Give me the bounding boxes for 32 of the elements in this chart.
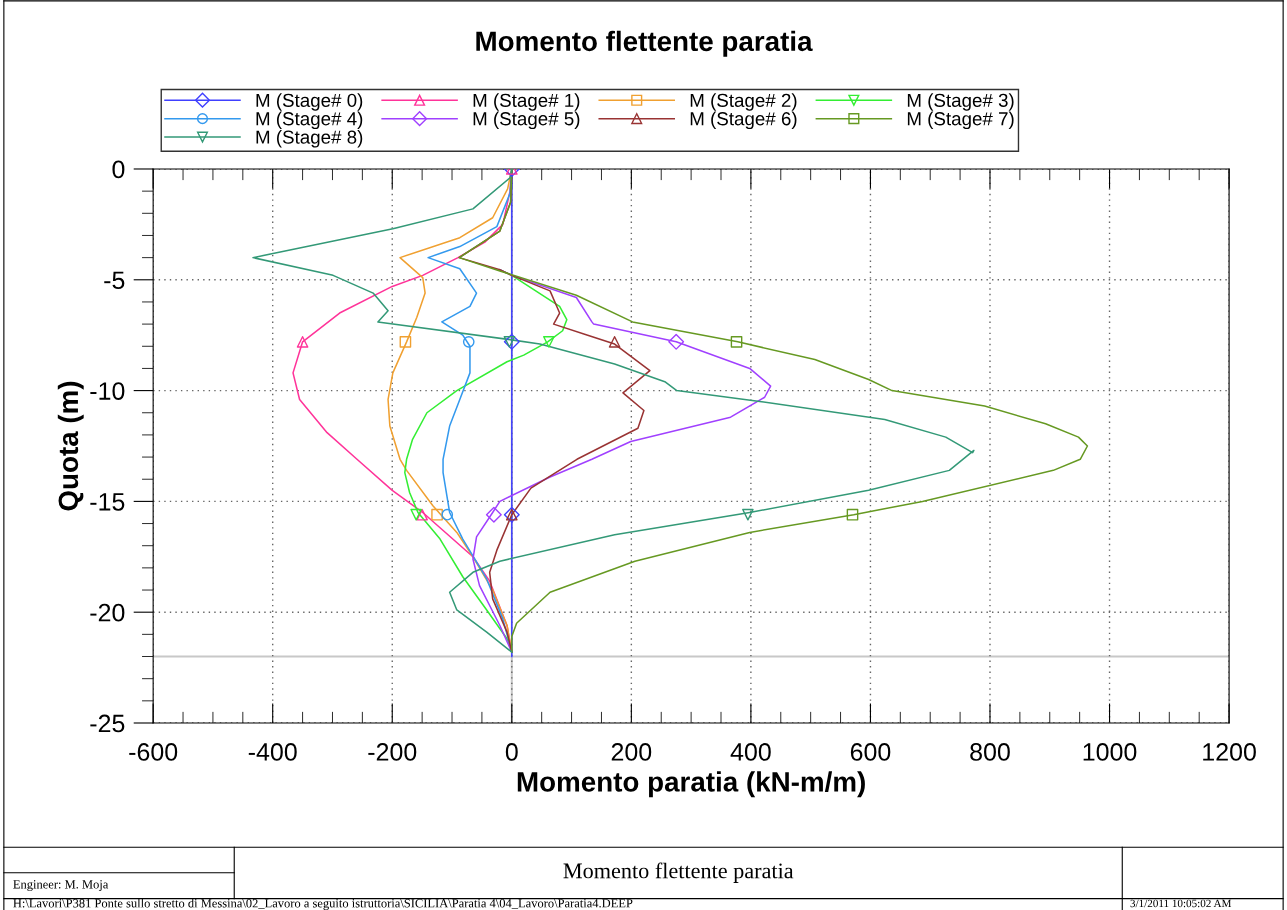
y-tick-label: 0 <box>112 160 125 179</box>
chart-title: Momento flettente paratia <box>476 30 813 57</box>
x-tick-label: 600 <box>850 743 891 761</box>
text: Engineer: M. Moja <box>13 880 109 892</box>
x-tick-label: -600 <box>129 743 178 761</box>
legend-label: M (Stage# 4) <box>256 111 363 130</box>
legend-label: M (Stage# 7) <box>907 111 1014 130</box>
legend-label: M (Stage# 3) <box>907 93 1014 111</box>
text: 3/1/2011 10:05:02 AM <box>1130 899 1232 908</box>
x-tick-label: 400 <box>730 743 771 761</box>
legend-label: M (Stage# 1) <box>473 93 580 111</box>
y-tick-label: -25 <box>90 714 125 733</box>
x-tick-label: 800 <box>970 743 1010 761</box>
x-tick-label: -400 <box>248 743 297 761</box>
y-tick-label: -10 <box>90 382 125 400</box>
legend-label: M (Stage# 2) <box>690 93 797 111</box>
text: Momento flettente paratia <box>563 862 794 883</box>
legend-label: M (Stage# 6) <box>690 111 797 130</box>
legend-label: M (Stage# 5) <box>473 111 580 130</box>
y-tick-label: -15 <box>90 493 125 511</box>
y-axis-title: Quota (m) <box>57 381 84 511</box>
y-tick-label: -5 <box>104 271 125 290</box>
y-tick-label: -20 <box>90 603 125 622</box>
x-tick-label: 1000 <box>1083 743 1137 761</box>
x-tick-label: 1200 <box>1203 743 1256 761</box>
x-tick-label: 0 <box>505 743 518 761</box>
legend-label: M (Stage# 0) <box>256 93 363 111</box>
x-tick-label: 200 <box>611 743 652 761</box>
text: H:\Lavori\P381 Ponte sullo stretto di Messina\02_Lavoro a seguito istruttoria\SICILIA\Paratia 4\04_Lavoro\Paratia4.DEEP <box>13 898 633 910</box>
legend-label: M (Stage# 8) <box>256 130 363 148</box>
x-tick-label: -200 <box>368 743 417 761</box>
x-axis-title: Momento paratia (kN-m/m) <box>517 771 865 798</box>
